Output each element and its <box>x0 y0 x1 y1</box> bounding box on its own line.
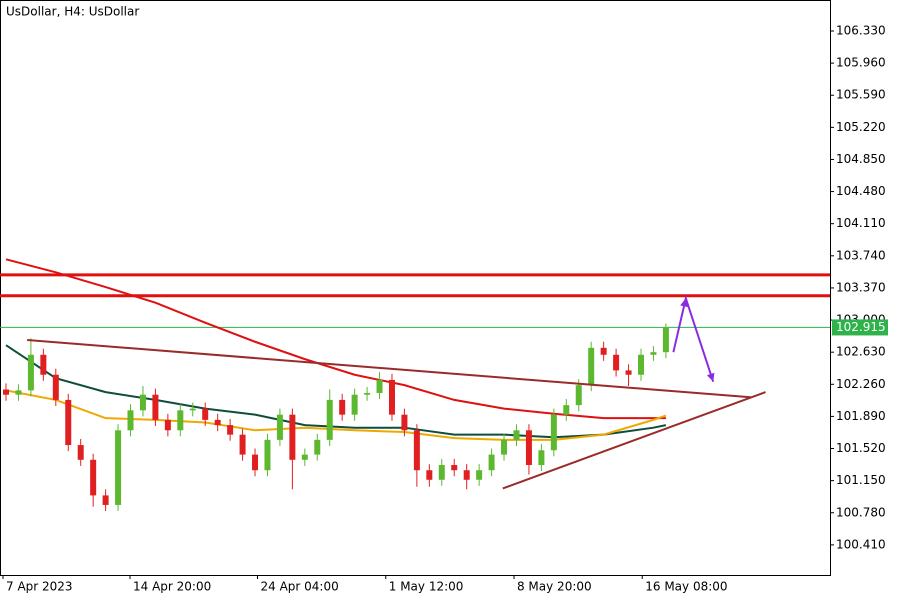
candle-body <box>164 419 171 431</box>
x-tick-label: 16 May 08:00 <box>645 580 727 594</box>
candle-body <box>501 439 508 455</box>
candle-body <box>264 439 271 471</box>
candle-body <box>388 379 395 415</box>
candle-body <box>90 459 97 496</box>
x-tick-label: 7 Apr 2023 <box>6 580 73 594</box>
y-tick-label: 102.260 <box>836 377 886 391</box>
candle-body <box>27 354 34 391</box>
x-tick-label: 8 May 20:00 <box>517 580 592 594</box>
candle-body <box>339 399 346 415</box>
current-price-label: 102.915 <box>836 320 886 334</box>
arrow-head <box>680 298 688 308</box>
candle-body <box>463 470 470 480</box>
y-tick-label: 105.590 <box>836 88 886 102</box>
candle-body <box>252 454 259 471</box>
moving-average <box>5 258 666 420</box>
candle-body <box>139 394 146 411</box>
candle-body <box>301 454 308 460</box>
y-tick-label: 105.960 <box>836 56 886 70</box>
candle-body <box>637 354 644 375</box>
candle-body <box>15 390 22 395</box>
candle-body <box>364 392 371 395</box>
candle-body <box>513 430 520 440</box>
price-axis: 106.330 105.960 105.590 105.220 104.850 104.4… <box>2 23 888 594</box>
candle-body <box>438 465 445 480</box>
candle-body <box>588 347 595 386</box>
candle-body <box>189 408 196 411</box>
candle-body <box>177 410 184 431</box>
chart-title: UsDollar, H4: UsDollar <box>6 5 139 19</box>
candle-body <box>239 434 246 455</box>
y-tick-label: 101.520 <box>836 441 886 455</box>
candle-body <box>600 347 607 355</box>
candle-body <box>289 414 296 460</box>
x-tick-label: 24 Apr 04:00 <box>261 580 339 594</box>
candle-body <box>127 410 134 431</box>
candle-body <box>115 430 122 505</box>
candle-body <box>3 389 10 395</box>
candle-body <box>550 414 557 451</box>
trendline <box>27 339 751 399</box>
candle-body <box>65 399 72 446</box>
candle-body <box>401 414 408 431</box>
y-tick-label: 103.740 <box>836 248 886 262</box>
candle-body <box>376 379 383 393</box>
candle-body <box>227 425 234 435</box>
candle-body <box>525 430 532 466</box>
y-tick-label: 103.370 <box>836 280 886 294</box>
candle-body <box>102 495 109 505</box>
candle-body <box>202 408 209 420</box>
candle-body <box>613 354 620 371</box>
candle-body <box>538 450 545 466</box>
moving-average <box>5 389 667 441</box>
candle-body <box>451 465 458 471</box>
candle-body <box>77 445 84 460</box>
y-tick-label: 101.150 <box>836 473 886 487</box>
candle-body <box>476 470 483 480</box>
candle-body <box>214 419 221 426</box>
candle-body <box>575 385 582 406</box>
candle-body <box>326 399 333 440</box>
y-tick-label: 102.630 <box>836 345 886 359</box>
candle-body <box>276 414 283 440</box>
y-tick-label: 105.220 <box>836 120 886 134</box>
y-tick-label: 101.890 <box>836 409 886 423</box>
candle-body <box>662 326 669 353</box>
plot-frame <box>0 0 831 576</box>
current-price-box <box>832 319 888 336</box>
candle-body <box>563 405 570 415</box>
candle-body <box>40 354 47 375</box>
candle-body <box>52 374 59 400</box>
trendline <box>502 391 766 490</box>
candle-body <box>152 394 159 420</box>
y-tick-label: 104.480 <box>836 184 886 198</box>
candle-body <box>650 352 657 355</box>
candle-body <box>314 439 321 455</box>
y-tick-label: 106.330 <box>836 23 886 37</box>
candle-body <box>488 454 495 471</box>
arrow-head <box>706 372 715 382</box>
candle-body <box>625 370 632 375</box>
plot-area <box>0 258 830 512</box>
candle-body <box>413 430 420 471</box>
y-tick-label: 104.850 <box>836 152 886 166</box>
candle-body <box>426 470 433 480</box>
x-tick-label: 1 May 12:00 <box>389 580 464 594</box>
y-tick-label: 100.410 <box>836 537 886 551</box>
y-tick-label: 100.780 <box>836 505 886 519</box>
candle-body <box>351 394 358 415</box>
y-tick-label: 104.110 <box>836 216 886 230</box>
x-tick-label: 14 Apr 20:00 <box>133 580 211 594</box>
